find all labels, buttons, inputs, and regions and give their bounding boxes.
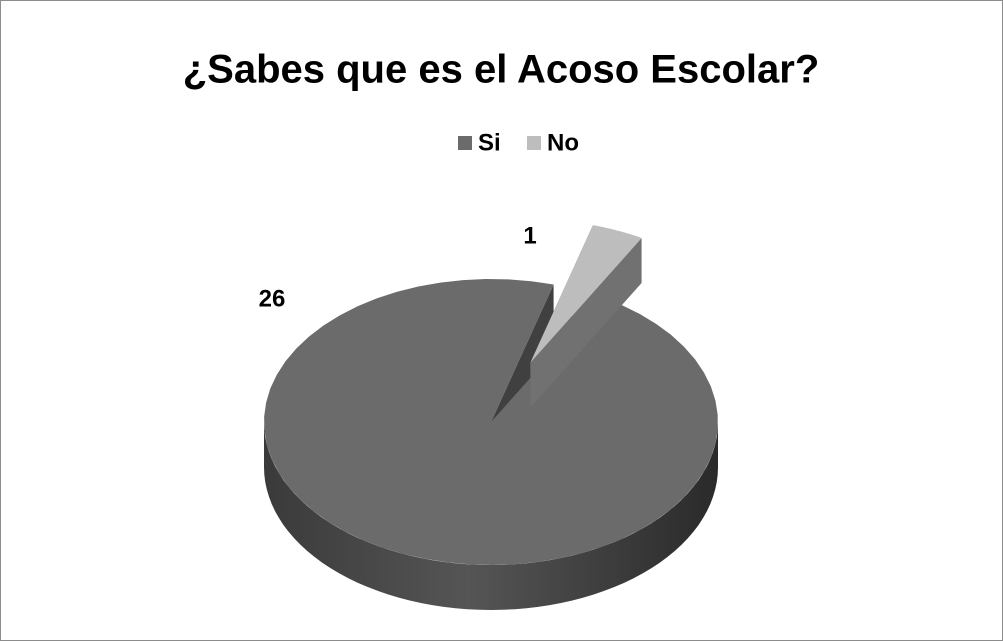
- chart-title: ¿Sabes que es el Acoso Escolar?: [183, 48, 820, 92]
- legend-label: No: [547, 129, 579, 156]
- legend-swatch: [527, 136, 541, 150]
- data-label: 26: [259, 285, 286, 312]
- slice: [530, 225, 642, 363]
- slice: [264, 279, 718, 565]
- data-label: 1: [523, 222, 536, 249]
- slice-cut-face: [530, 238, 642, 408]
- slice-side: [264, 422, 718, 610]
- legend-label: Si: [478, 129, 501, 156]
- legend-swatch: [458, 136, 472, 150]
